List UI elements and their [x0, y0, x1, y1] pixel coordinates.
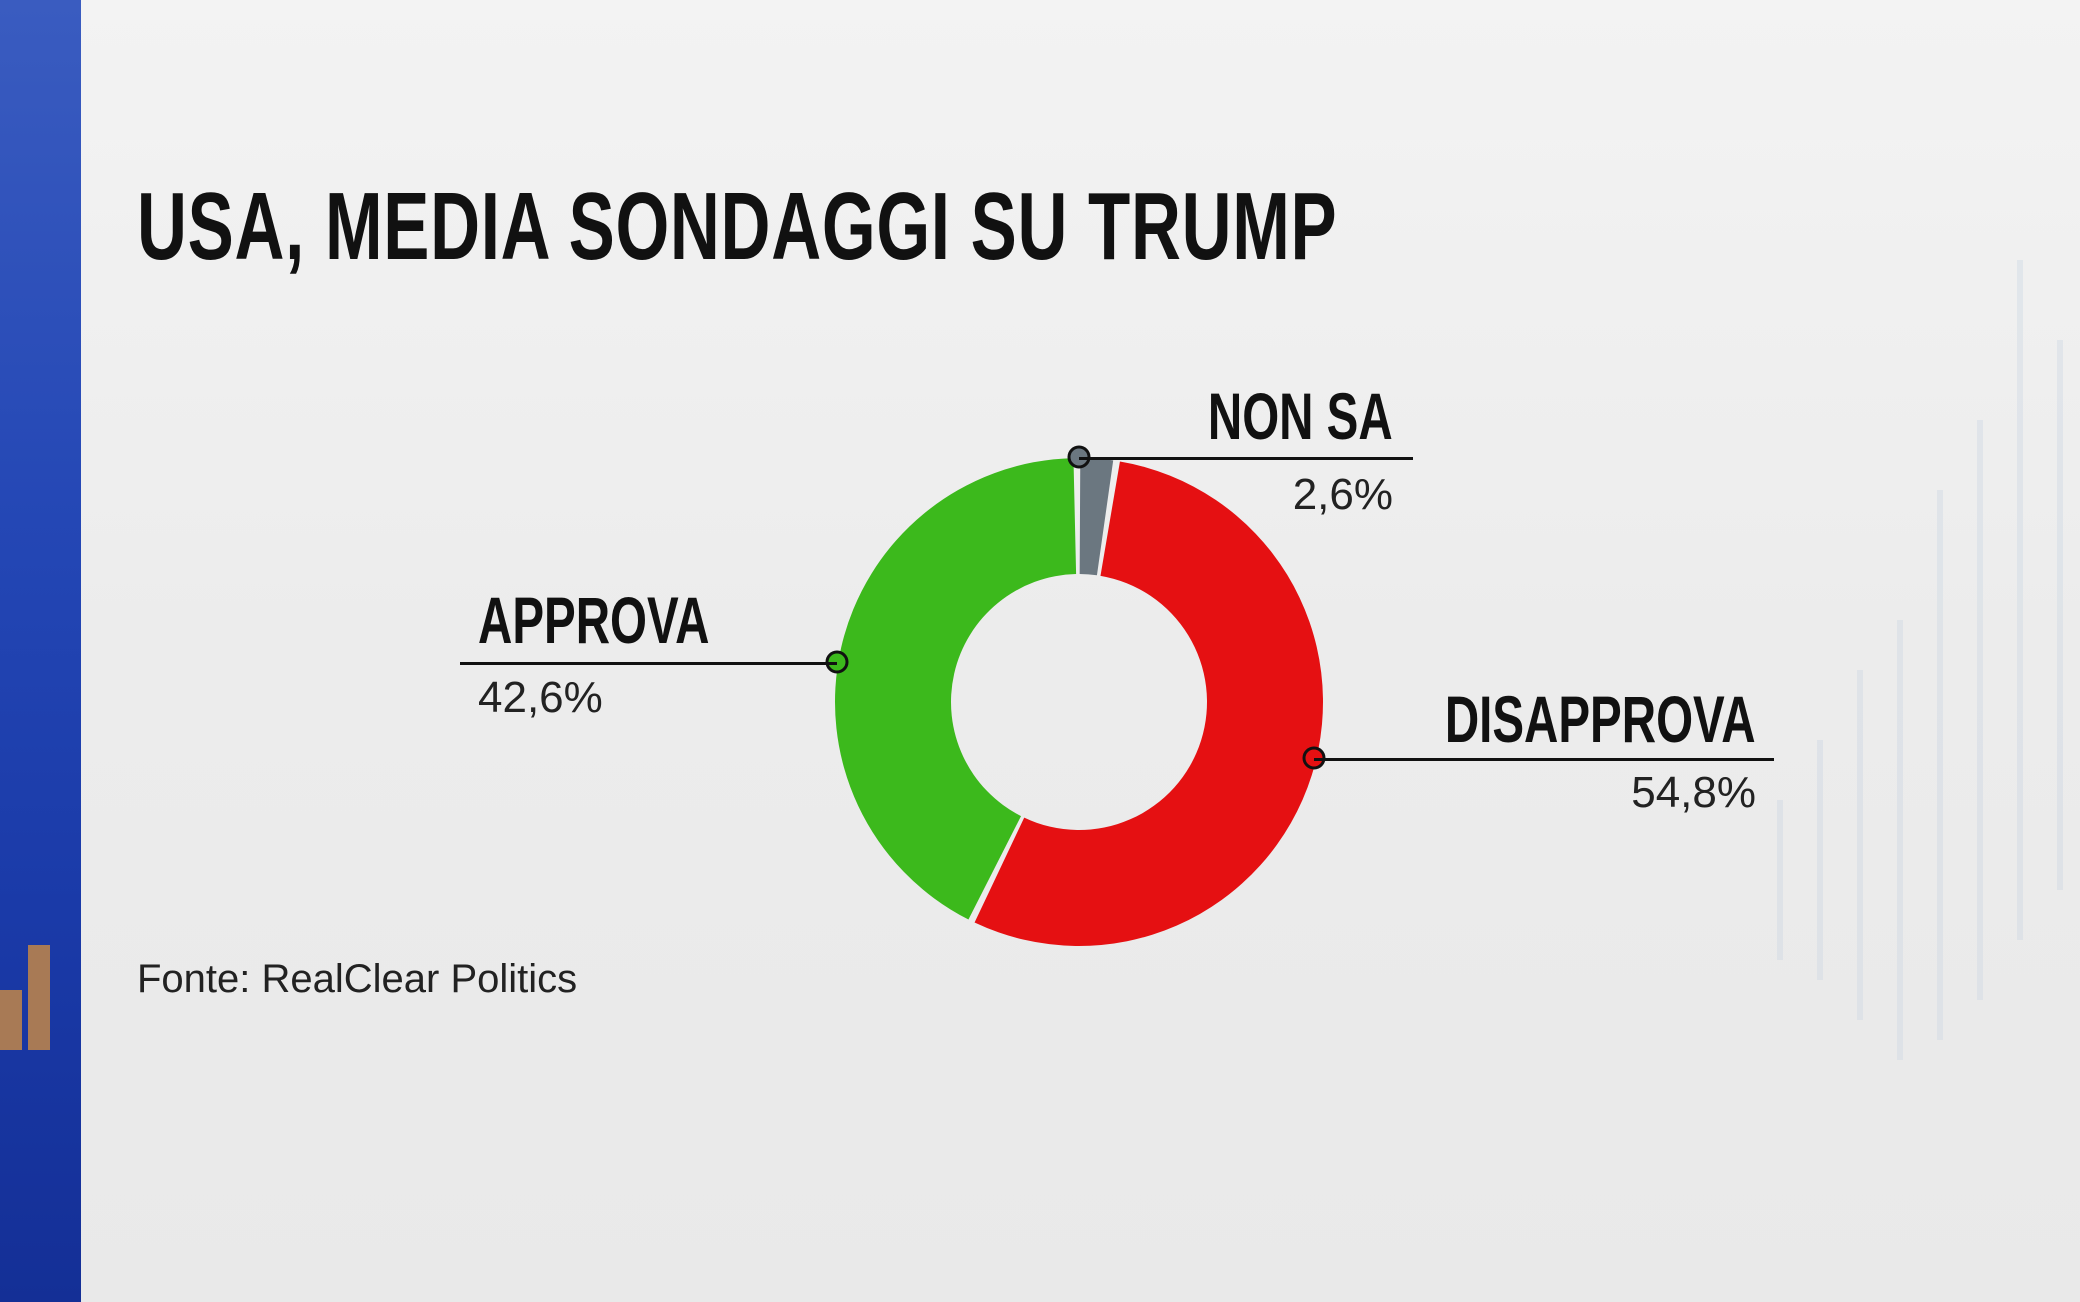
leader-line-approva: [460, 662, 837, 665]
donut-slice-approva: [835, 458, 1077, 920]
decorative-side-band: [0, 0, 81, 1302]
slice-label-non-sa: NON SA: [1208, 379, 1393, 453]
slice-value-disapprova: 54,8%: [1631, 768, 1756, 817]
leader-line-non-sa: [1079, 457, 1413, 460]
decorative-bar: [28, 945, 50, 1050]
chart-title: USA, MEDIA SONDAGGI SU TRUMP: [137, 173, 1338, 280]
donut-slice-disapprova: [974, 461, 1323, 947]
slice-label-disapprova: DISAPPROVA: [1445, 682, 1756, 756]
leader-line-disapprova: [1314, 758, 1774, 761]
slice-label-approva: APPROVA: [478, 583, 710, 657]
decorative-bar: [0, 990, 22, 1050]
decorative-stock-chart: [1777, 260, 2063, 1060]
donut-slice-non-sa: [1079, 458, 1114, 576]
slice-value-approva: 42,6%: [478, 673, 603, 722]
source-note: Fonte: RealClear Politics: [137, 957, 578, 1001]
slice-value-non-sa: 2,6%: [1292, 470, 1393, 519]
